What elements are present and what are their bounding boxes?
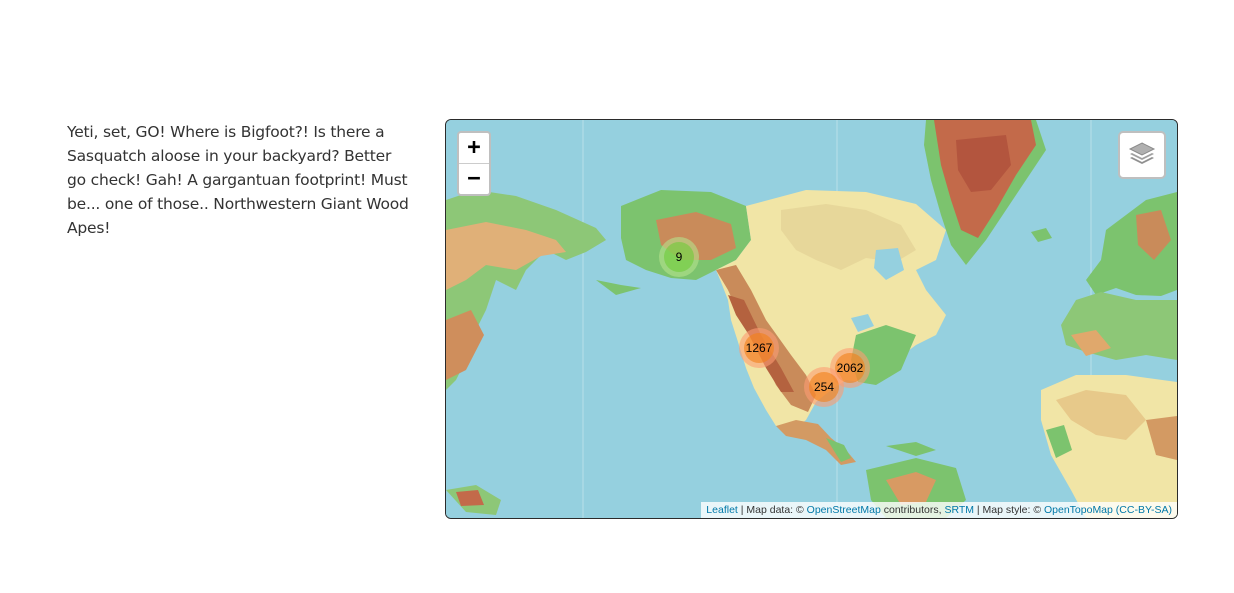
leaflet-link[interactable]: Leaflet [706, 504, 738, 516]
cluster-count: 9 [664, 242, 694, 272]
zoom-in-button[interactable]: + [459, 133, 489, 164]
attribution-text: | Map data: © [737, 504, 807, 516]
marker-cluster-alaska[interactable]: 9 [659, 237, 699, 277]
layers-button[interactable] [1118, 131, 1166, 179]
license-link[interactable]: (CC-BY-SA) [1115, 504, 1172, 516]
map-container[interactable]: + − 9 1267 2062 254 Leaflet | Map data: … [445, 119, 1178, 519]
layers-icon [1128, 140, 1156, 171]
openstreetmap-link[interactable]: OpenStreetMap [806, 504, 881, 516]
marker-cluster-pacific-northwest[interactable]: 1267 [739, 328, 779, 368]
zoom-out-button[interactable]: − [467, 166, 481, 191]
marker-cluster-southern-us[interactable]: 254 [804, 367, 844, 407]
zoom-control: + − [457, 131, 491, 196]
map-attribution: Leaflet | Map data: © OpenStreetMap cont… [701, 502, 1177, 518]
attribution-text: | Map style: © [974, 504, 1044, 516]
cluster-count: 254 [809, 372, 839, 402]
map-terrain[interactable] [446, 120, 1177, 518]
cluster-count: 1267 [744, 333, 774, 363]
srtm-link[interactable]: SRTM [944, 504, 974, 516]
attribution-text: contributors, [880, 504, 945, 516]
opentopomap-link[interactable]: OpenTopoMap [1043, 504, 1113, 516]
intro-text: Yeti, set, GO! Where is Bigfoot?! Is the… [67, 123, 409, 237]
